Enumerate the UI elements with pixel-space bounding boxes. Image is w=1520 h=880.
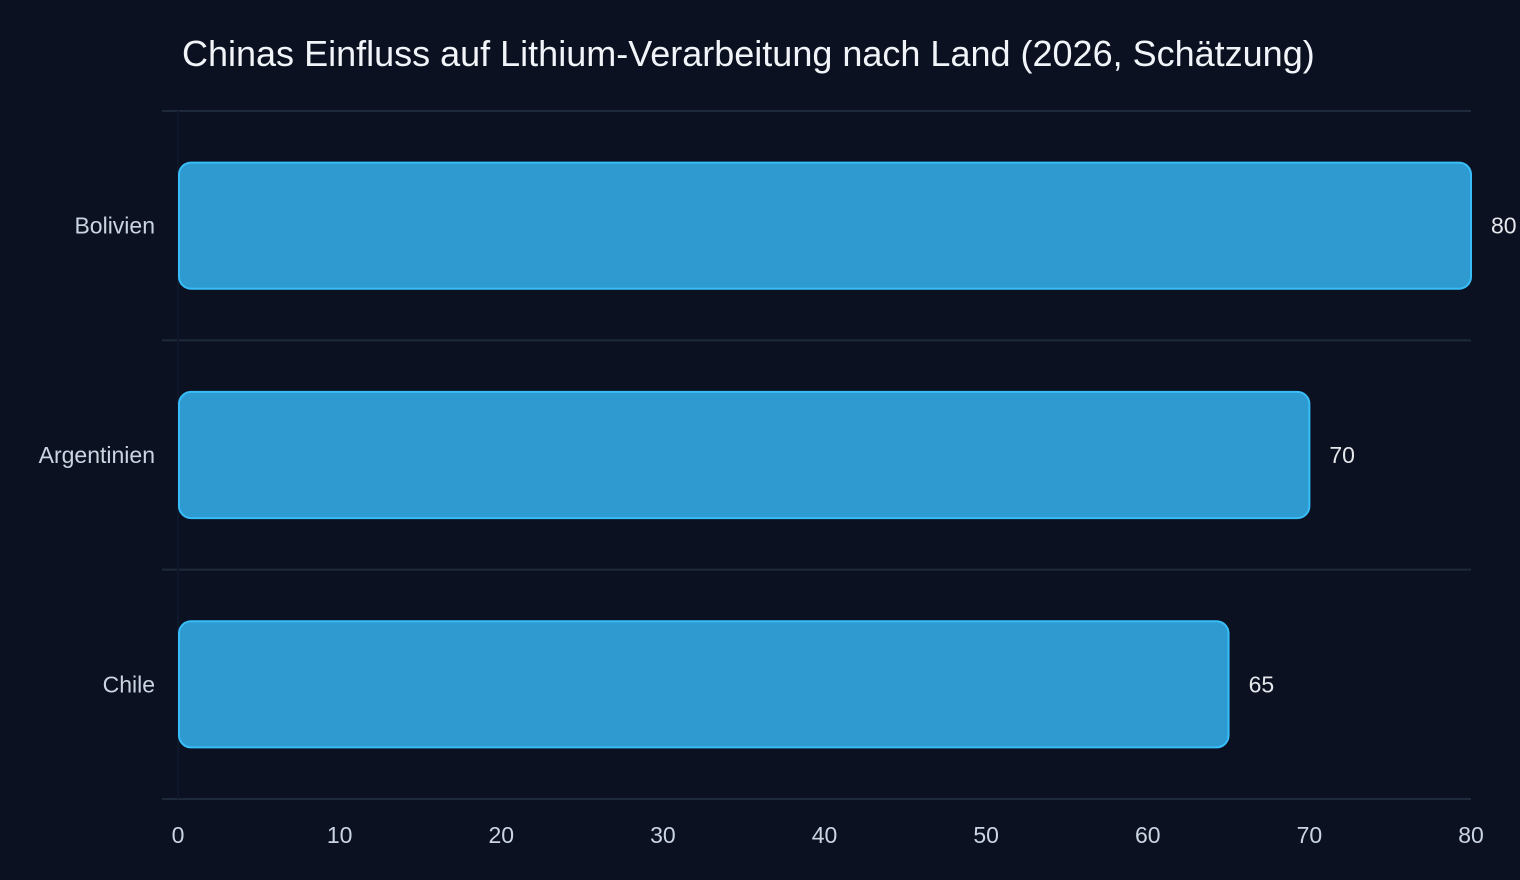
x-tick-label: 80: [1458, 822, 1484, 848]
x-tick-label: 70: [1297, 822, 1323, 848]
category-label: Chile: [103, 671, 155, 697]
x-tick-label: 60: [1135, 822, 1161, 848]
category-label: Bolivien: [74, 213, 155, 239]
category-label: Argentinien: [39, 442, 155, 468]
value-label: 65: [1249, 671, 1275, 697]
bar-chile: [178, 620, 1230, 749]
value-label: 70: [1329, 442, 1355, 468]
x-tick-label: 20: [488, 822, 514, 848]
value-label: 80: [1491, 213, 1517, 239]
labels: Bolivien 80 Argentinien 70 Chile 65 0 10 20 30 40 5…: [39, 213, 1517, 848]
x-tick-label: 10: [327, 822, 353, 848]
bar-bolivien: [178, 161, 1472, 290]
bars: [178, 161, 1472, 749]
x-tick-label: 30: [650, 822, 676, 848]
x-tick-label: 50: [973, 822, 999, 848]
x-tick-label: 40: [812, 822, 838, 848]
bar-argentinien: [178, 390, 1311, 520]
chart-title: Chinas Einfluss auf Lithium-Verarbeitung…: [182, 33, 1315, 74]
x-tick-label: 0: [172, 822, 185, 848]
